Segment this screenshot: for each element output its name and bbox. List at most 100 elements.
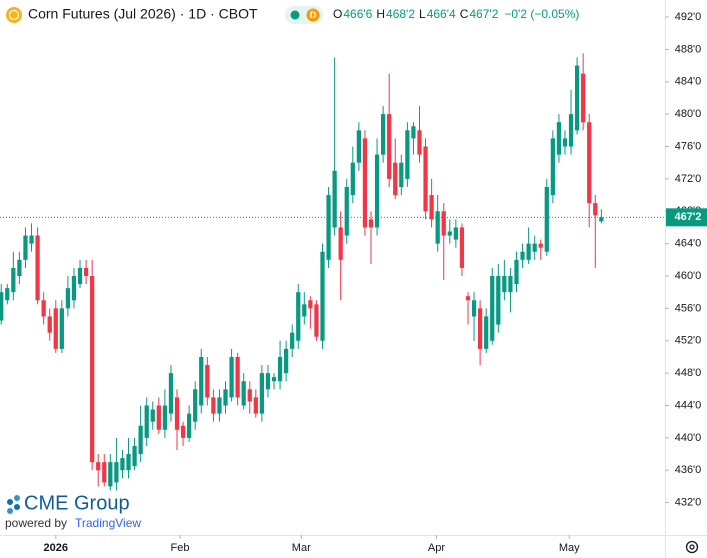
candle-body: [550, 138, 555, 196]
candle-body: [568, 114, 574, 147]
symbol-title: Corn Futures (Jul 2026) · 1D · CBOT: [28, 6, 258, 22]
ohlc-value: 468'2: [386, 7, 415, 21]
candle-body: [138, 425, 143, 455]
candle-body: [447, 231, 452, 236]
gear-inner[interactable]: [689, 544, 695, 550]
y-tick-label: 448'0: [675, 367, 702, 379]
candle-body: [223, 389, 228, 406]
candle-body: [344, 186, 349, 236]
candle-body: [471, 300, 477, 317]
candle-body: [368, 219, 374, 228]
candle-body: [435, 211, 440, 244]
y-tick-label: 484'0: [675, 76, 702, 88]
ohlc-value: 466'6: [343, 7, 372, 21]
candle-body: [265, 373, 271, 390]
candle-body: [302, 304, 307, 317]
candle-body: [71, 275, 77, 301]
candle-body: [29, 235, 34, 244]
candle-body: [11, 267, 16, 293]
candle-body: [90, 275, 95, 463]
candle-body: [253, 397, 258, 414]
ohlc-value: 467'2: [469, 7, 498, 21]
candle-body: [284, 348, 289, 374]
gear-outer[interactable]: [685, 540, 699, 554]
y-tick-label: 452'0: [675, 335, 702, 347]
ohlc-key: L: [419, 7, 426, 21]
candle-body: [581, 73, 586, 123]
candle-body: [593, 203, 598, 216]
candle-body: [490, 275, 495, 341]
candle-body: [162, 405, 168, 430]
candle-body: [514, 259, 519, 285]
candle-body: [532, 243, 537, 252]
logo-dot: [7, 508, 13, 514]
candle-body: [132, 445, 137, 467]
candle-body: [508, 275, 513, 293]
delay-badge-text: D: [310, 10, 317, 20]
candle-body: [17, 259, 22, 276]
y-tick-label: 480'0: [675, 108, 702, 120]
candle-body: [217, 397, 222, 414]
x-tick-label: May: [559, 542, 580, 554]
candle-body: [502, 275, 507, 293]
axes: 432'0 436'0 440'0 444'0 448'0 452'0 456'0 460'0…: [44, 11, 707, 554]
candle-body: [144, 405, 149, 438]
candle-body: [180, 425, 186, 438]
candle-body: [47, 316, 52, 333]
candle-body: [193, 389, 198, 422]
candle-body: [441, 211, 446, 236]
candle-body: [423, 146, 428, 212]
candle-body: [387, 114, 392, 179]
y-tick-label: 436'0: [675, 464, 702, 476]
y-tick-label: 464'0: [675, 238, 702, 250]
candle-body: [271, 377, 277, 382]
y-tick-label: 444'0: [675, 399, 702, 411]
settings-icon[interactable]: [685, 540, 699, 554]
last-price-label: 467'2: [674, 211, 701, 223]
y-tick-label: 440'0: [675, 432, 702, 444]
status-dot: [290, 10, 300, 20]
ohlc-value: 466'4: [427, 7, 456, 21]
candle-body: [465, 296, 471, 301]
delay-badge: [306, 8, 320, 22]
candle-body: [374, 154, 380, 228]
y-tick-label: 432'0: [675, 497, 702, 509]
candle-body: [296, 292, 301, 341]
x-tick-label: Mar: [292, 542, 311, 554]
candle-body: [326, 195, 331, 260]
candle-body: [308, 300, 313, 309]
candle-body: [5, 288, 10, 301]
candle-body: [199, 356, 204, 406]
candle-body: [174, 397, 180, 430]
candle-body: [168, 373, 174, 414]
x-tick-label: Apr: [428, 542, 445, 554]
provider[interactable]: TradingView: [75, 516, 141, 530]
candle-body: [235, 356, 240, 398]
branding: CME Group powered by TradingView: [5, 492, 141, 530]
candle-body: [120, 458, 125, 471]
candle-body: [314, 304, 319, 337]
candle-body: [405, 130, 410, 179]
candle-body: [350, 162, 355, 196]
candle-body: [23, 235, 28, 260]
candle-body: [459, 227, 465, 268]
candle-body: [156, 405, 161, 430]
candle-body: [356, 130, 361, 163]
candle-body: [83, 267, 89, 276]
candle-body: [556, 122, 562, 155]
candle-body: [41, 300, 46, 317]
x-tick-label: 2026: [44, 542, 68, 554]
candle-body: [496, 275, 501, 325]
candle-body: [96, 462, 101, 471]
change: −0'2 (−0.05%): [504, 7, 579, 21]
y-tick-label: 488'0: [675, 43, 702, 55]
candle-body: [277, 356, 283, 382]
logo-dot: [14, 504, 20, 510]
candle-body: [484, 316, 489, 349]
last-price-tag: [666, 208, 707, 227]
symbol-icon: [6, 7, 22, 23]
candle-body: [429, 195, 434, 220]
logo-dot: [7, 499, 13, 505]
logo-text: CME Group: [24, 492, 130, 514]
